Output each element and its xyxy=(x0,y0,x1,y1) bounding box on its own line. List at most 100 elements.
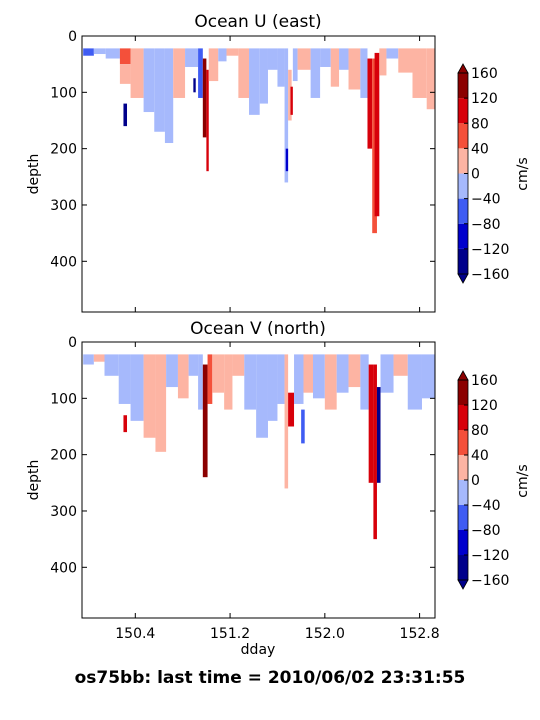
velocity-cell-24 xyxy=(284,48,289,183)
velocity-cell-14 xyxy=(212,354,225,393)
colorbar-tick-label: 0 xyxy=(471,473,480,489)
velocity-cell-41 xyxy=(398,48,413,73)
velocity-cell-22 xyxy=(267,48,278,70)
velocity-cell-35 xyxy=(360,48,368,98)
velocity-cell-21 xyxy=(259,48,268,104)
velocity-cell-22 xyxy=(288,392,295,427)
velocity-cell-20 xyxy=(277,354,285,404)
ytick-label: 200 xyxy=(50,142,77,158)
velocity-cell-17 xyxy=(218,48,227,62)
velocity-cell-36 xyxy=(407,354,422,410)
plot-frame xyxy=(81,341,436,619)
velocity-cell-32 xyxy=(373,364,377,540)
velocity-cell-2 xyxy=(104,354,119,376)
velocity-cell-17 xyxy=(244,354,257,410)
velocity-cell-10 xyxy=(173,48,186,98)
velocity-cell-24 xyxy=(301,409,305,444)
velocity-cell-11 xyxy=(198,354,203,410)
colorbar-bin-0 xyxy=(458,248,468,274)
velocity-cell-12 xyxy=(202,364,208,478)
velocity-cell-5 xyxy=(130,354,144,421)
colorbar-tick-label: 120 xyxy=(471,398,498,414)
velocity-cell-16 xyxy=(232,354,245,376)
colorbar-bin-3 xyxy=(458,173,468,199)
ytick-label: 400 xyxy=(50,254,77,270)
colorbar-bin-5 xyxy=(458,123,468,149)
velocity-cell-11 xyxy=(185,48,199,67)
colorbar-tick-label: −40 xyxy=(471,192,501,208)
velocity-cell-20 xyxy=(249,48,260,115)
colorbar-tick-label: −120 xyxy=(471,242,509,258)
velocity-cell-37 xyxy=(372,58,377,234)
velocity-cell-21 xyxy=(284,354,289,489)
colorbar-bin-4 xyxy=(458,148,468,174)
colorbar-extend-max xyxy=(457,370,469,381)
ocean-u-colorbar: 160 120 80 40 0 −40 −80 −120 −160 xyxy=(457,63,509,284)
colorbar-extend-min xyxy=(457,273,469,284)
velocity-cell-30 xyxy=(360,354,369,410)
velocity-cell-38 xyxy=(374,52,380,217)
velocity-cell-19 xyxy=(267,354,278,421)
velocity-cell-33 xyxy=(376,387,381,483)
velocity-cell-27 xyxy=(290,86,293,115)
velocity-cell-30 xyxy=(310,48,321,98)
velocity-cell-29 xyxy=(348,354,361,388)
ytick-label: 300 xyxy=(50,504,77,520)
velocity-cell-26 xyxy=(288,69,292,121)
colorbar-bin-6 xyxy=(458,98,468,124)
figure-suptitle: os75bb: last time = 2010/06/02 23:31:55 xyxy=(75,668,466,688)
velocity-cell-4 xyxy=(123,415,128,433)
velocity-cell-3 xyxy=(118,354,131,404)
ocean-u-title: Ocean U (east) xyxy=(194,12,321,32)
velocity-cell-26 xyxy=(312,354,325,399)
colorbar-extend-max xyxy=(457,63,469,74)
velocity-cell-7 xyxy=(155,354,167,452)
colorbar-bin-4 xyxy=(458,455,468,480)
velocity-cell-15 xyxy=(206,69,209,172)
ytick-label: 200 xyxy=(50,448,77,464)
velocity-cell-40 xyxy=(386,48,399,59)
velocity-cell-14 xyxy=(202,58,207,138)
ytick-label: 0 xyxy=(68,29,77,45)
velocity-cell-28 xyxy=(292,48,298,82)
velocity-cell-6 xyxy=(143,354,156,438)
velocity-cell-25 xyxy=(303,354,313,393)
velocity-cell-34 xyxy=(380,354,394,393)
velocity-cell-34 xyxy=(348,48,361,90)
velocity-cell-43 xyxy=(426,48,435,110)
ytick-label: 0 xyxy=(68,335,77,351)
colorbar-tick-label: −40 xyxy=(471,498,501,514)
colorbar-tick-label: 120 xyxy=(471,91,498,107)
colorbar-bin-7 xyxy=(458,380,468,405)
velocity-cell-23 xyxy=(294,354,304,404)
velocity-cell-13 xyxy=(198,48,203,98)
colorbar-bin-6 xyxy=(458,405,468,430)
xtick-label: 152.0 xyxy=(305,626,345,642)
velocity-cell-18 xyxy=(256,354,268,438)
ocean-u-colorbar-label: cm/s xyxy=(515,157,531,190)
colorbar-bin-1 xyxy=(458,530,468,555)
ytick-label: 100 xyxy=(50,85,77,101)
colorbar-tick-label: 0 xyxy=(471,167,480,183)
ytick-label: 400 xyxy=(50,560,77,576)
ocean-v-dday-label: dday xyxy=(241,642,276,658)
velocity-cell-31 xyxy=(320,48,331,67)
velocity-cell-23 xyxy=(277,48,285,87)
colorbar-tick-label: −160 xyxy=(471,267,509,283)
colorbar-extend-min xyxy=(457,579,469,590)
velocity-cell-4 xyxy=(119,64,131,84)
colorbar-tick-label: −120 xyxy=(471,548,509,564)
ocean-u-depth-label: depth xyxy=(26,154,42,195)
velocity-cell-0 xyxy=(83,354,94,365)
velocity-cell-15 xyxy=(224,354,233,410)
xtick-label: 152.8 xyxy=(400,626,440,642)
xtick-label: 150.4 xyxy=(115,626,155,642)
velocity-cell-36 xyxy=(367,58,373,149)
velocity-cell-12 xyxy=(193,78,196,93)
ocean-v-colorbar-label: cm/s xyxy=(515,464,531,497)
velocity-cell-27 xyxy=(324,354,337,410)
velocity-cell-28 xyxy=(336,354,349,393)
